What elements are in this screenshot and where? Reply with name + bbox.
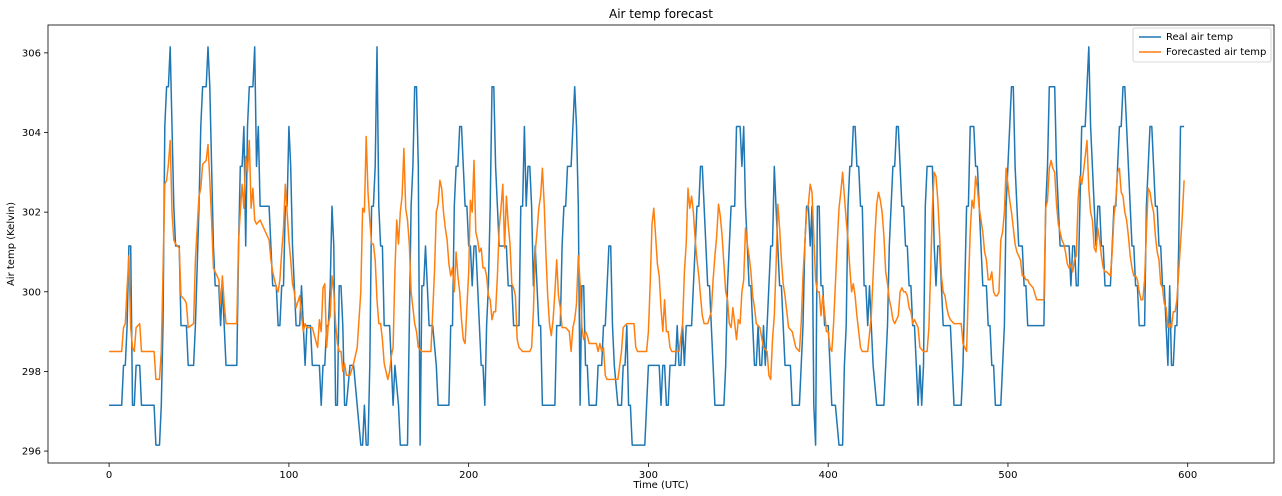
legend-box [1132,27,1272,63]
series-line-real-air-temp [109,46,1185,446]
chart-title: Air temp forecast [609,7,713,21]
y-tick-label: 296 [22,447,41,458]
y-tick-label: 302 [22,208,41,219]
x-tick-label: 0 [106,470,112,481]
legend-label-forecasted-air-temp: Forecasted air temp [1166,47,1266,58]
x-tick-label: 400 [819,470,838,481]
x-tick-label: 300 [639,470,658,481]
x-axis: 0 100 200 300 400 500 600 [106,463,1197,481]
y-tick-label: 306 [22,48,41,59]
x-tick-label: 200 [459,470,478,481]
legend-label-real-air-temp: Real air temp [1166,32,1233,43]
x-axis-title: Time (UTC) [632,480,688,491]
y-axis: 296 298 300 302 304 306 [22,48,48,458]
y-axis-title: Air temp (Kelvin) [6,202,17,286]
x-tick-label: 500 [998,470,1017,481]
y-tick-label: 298 [22,367,41,378]
x-tick-label: 600 [1178,470,1197,481]
series-line-forecasted-air-temp [109,135,1185,381]
plot-area [47,24,1275,464]
y-tick-label: 304 [22,128,41,139]
plot-frame [47,24,1275,464]
x-tick-label: 100 [279,470,298,481]
legend: Real air temp Forecasted air temp [1132,27,1272,63]
y-tick-label: 300 [22,287,41,298]
series-group [109,46,1185,446]
